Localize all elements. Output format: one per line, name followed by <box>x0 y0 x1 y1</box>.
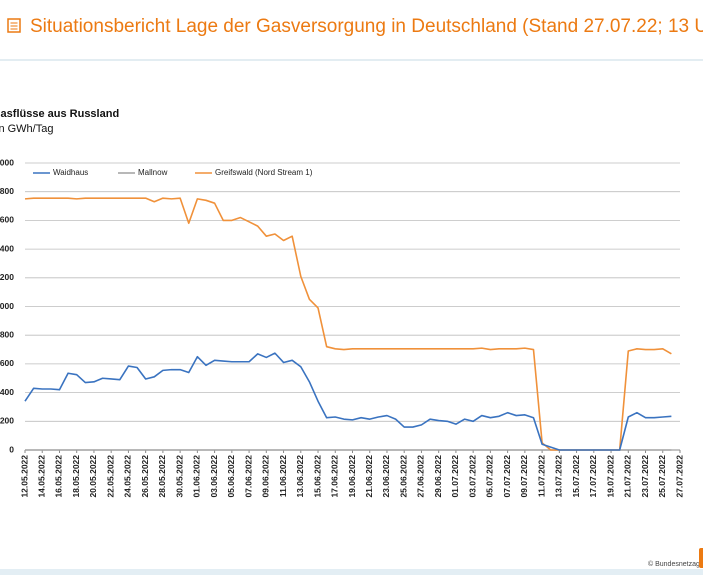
y-tick-label: 2000 <box>0 157 14 167</box>
x-tick-label: 19.07.2022 <box>605 455 615 498</box>
header-icon <box>7 18 21 33</box>
x-tick-label: 15.06.2022 <box>312 455 322 498</box>
x-tick-label: 01.07.2022 <box>450 455 460 498</box>
x-tick-label: 11.06.2022 <box>278 455 288 497</box>
x-tick-label: 30.05.2022 <box>174 455 184 498</box>
x-tick-label: 05.06.2022 <box>226 455 236 498</box>
legend-label: Mallnow <box>138 168 168 177</box>
x-tick-label: 05.07.2022 <box>485 455 495 498</box>
series-line <box>24 352 672 451</box>
legend-label: Greifswald (Nord Stream 1) <box>215 168 313 177</box>
x-tick-label: 01.06.2022 <box>192 455 202 498</box>
x-tick-label: 29.06.2022 <box>433 455 443 498</box>
x-tick-label: 27.07.2022 <box>674 455 684 498</box>
x-tick-label: 18.05.2022 <box>71 455 81 498</box>
x-tick-label: 11.07.2022 <box>536 455 546 497</box>
edge-button[interactable] <box>699 548 703 568</box>
plot: 0 200 400 600 800 1000 1200 1400 1600 1800 2000 12.… <box>0 157 684 497</box>
x-tick-label: 03.07.2022 <box>467 455 477 498</box>
y-tick-label: 200 <box>0 416 14 426</box>
x-tick-label: 15.07.2022 <box>571 455 581 498</box>
y-tick-label: 1600 <box>0 215 14 225</box>
x-tick-label: 17.07.2022 <box>588 455 598 498</box>
x-tick-label: 27.06.2022 <box>416 455 426 498</box>
y-tick-label: 1400 <box>0 243 14 253</box>
x-tick-label: 23.07.2022 <box>640 455 650 498</box>
x-tick-label: 17.06.2022 <box>330 455 340 498</box>
x-tick-label: 22.05.2022 <box>105 455 115 498</box>
bottom-bar <box>0 569 703 575</box>
x-tick-label: 13.06.2022 <box>295 455 305 498</box>
x-tick-label: 20.05.2022 <box>88 455 98 498</box>
source: © Bundesnetzagentur <box>648 560 703 568</box>
y-tick-label: 1800 <box>0 186 14 196</box>
y-tick-label: 0 <box>9 444 14 454</box>
x-tick-label: 09.07.2022 <box>519 455 529 498</box>
x-tick-label: 19.06.2022 <box>347 455 357 498</box>
x-tick-label: 25.06.2022 <box>398 455 408 498</box>
legend-label: Waidhaus <box>53 168 88 177</box>
x-tick-label: 24.05.2022 <box>123 455 133 498</box>
y-tick-label: 400 <box>0 387 14 397</box>
x-tick-label: 07.06.2022 <box>243 455 253 498</box>
y-tick-label: 1200 <box>0 272 14 282</box>
x-tick-label: 12.05.2022 <box>19 455 29 498</box>
x-tick-label: 14.05.2022 <box>36 455 46 498</box>
y-tick-label: 1000 <box>0 301 14 311</box>
x-tick-label: 25.07.2022 <box>657 455 667 498</box>
chart-title: Gasflüsse aus Russland <box>0 108 119 120</box>
x-tick-label: 26.05.2022 <box>140 455 150 498</box>
x-tick-label: 13.07.2022 <box>554 455 564 498</box>
y-tick-label: 600 <box>0 358 14 368</box>
x-tick-label: 03.06.2022 <box>209 455 219 498</box>
x-tick-label: 23.06.2022 <box>381 455 391 498</box>
y-axis-label: in GWh/Tag <box>0 123 53 135</box>
x-tick-label: 07.07.2022 <box>502 455 512 498</box>
header-title[interactable]: Situationsbericht Lage der Gasversorgung… <box>30 16 703 37</box>
x-tick-label: 21.06.2022 <box>364 455 374 498</box>
x-tick-label: 28.05.2022 <box>157 455 167 498</box>
x-tick-label: 21.07.2022 <box>623 455 633 498</box>
x-tick-label: 16.05.2022 <box>54 455 64 498</box>
series-line <box>24 197 672 451</box>
y-tick-label: 800 <box>0 329 14 339</box>
x-tick-label: 09.06.2022 <box>261 455 271 498</box>
